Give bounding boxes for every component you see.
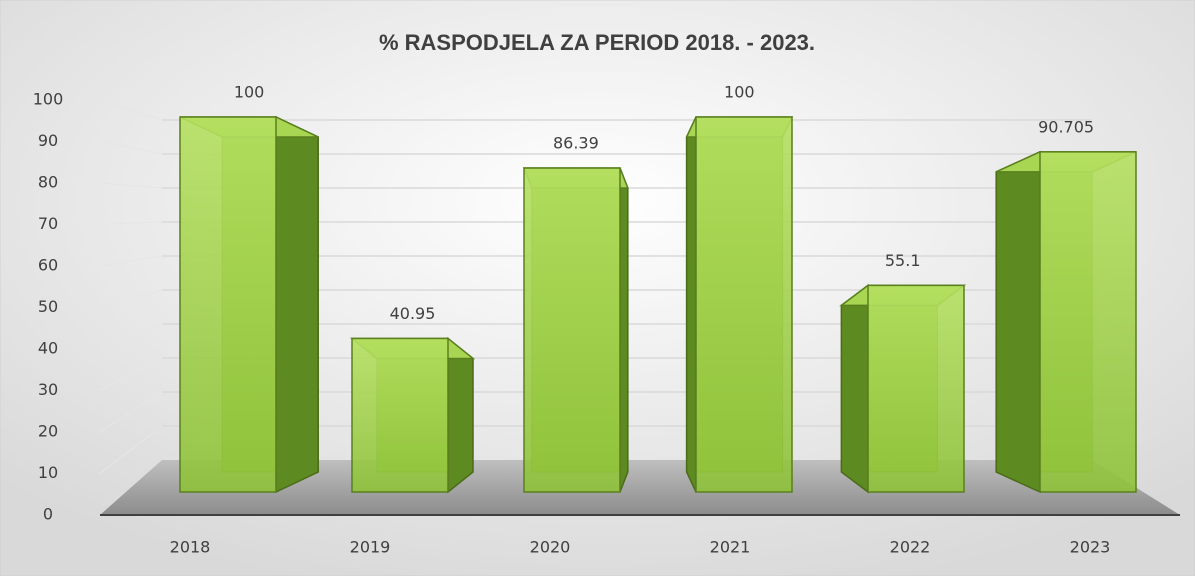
grid-line-side: [99, 425, 163, 474]
bar: [179, 116, 277, 493]
bar: [1039, 151, 1137, 493]
y-tick-label: 50: [38, 297, 58, 316]
y-tick-label: 70: [38, 214, 58, 233]
grid-line-side: [99, 255, 163, 267]
grid-line-side: [99, 141, 163, 155]
grid-line-side: [99, 323, 163, 350]
y-tick-label: 40: [38, 339, 58, 358]
y-tick-label: 10: [38, 463, 58, 482]
bar: [695, 116, 793, 493]
y-tick-label: 90: [38, 131, 58, 150]
y-tick-label: 30: [38, 380, 58, 399]
y-tick-label: 20: [38, 422, 58, 441]
grid-line-side: [99, 357, 163, 391]
y-tick-label: 0: [43, 505, 53, 524]
x-tick-label: 2018: [170, 538, 211, 557]
value-label: 100: [234, 83, 265, 102]
bar: [867, 284, 965, 493]
value-label: 55.1: [885, 251, 921, 270]
grid-line-side: [99, 99, 163, 121]
bar: [351, 337, 449, 493]
bar-side: [447, 336, 474, 494]
value-label: 86.39: [553, 134, 599, 153]
bar-side: [685, 116, 697, 493]
y-tick-label: 80: [38, 173, 58, 192]
value-label: 40.95: [390, 304, 436, 323]
bar-side: [840, 283, 869, 494]
grid-line-side: [99, 221, 163, 225]
y-tick-label: 60: [38, 256, 58, 275]
bar-side: [619, 167, 629, 493]
grid-line-side: [99, 182, 163, 189]
chart-title: % RASPODJELA ZA PERIOD 2018. - 2023.: [379, 30, 815, 55]
grid-line-side: [99, 289, 163, 308]
x-tick-label: 2020: [530, 538, 571, 557]
x-tick-label: 2022: [890, 538, 931, 557]
x-tick-label: 2021: [710, 538, 751, 557]
bar-side: [995, 150, 1041, 494]
grid-line-side: [99, 391, 163, 433]
value-label: 100: [724, 83, 755, 102]
value-label: 90.705: [1038, 117, 1094, 136]
bar-side: [275, 115, 319, 494]
y-tick-label: 100: [33, 90, 64, 109]
bar: [523, 167, 621, 493]
x-tick-label: 2023: [1070, 538, 1111, 557]
x-tick-label: 2019: [350, 538, 391, 557]
